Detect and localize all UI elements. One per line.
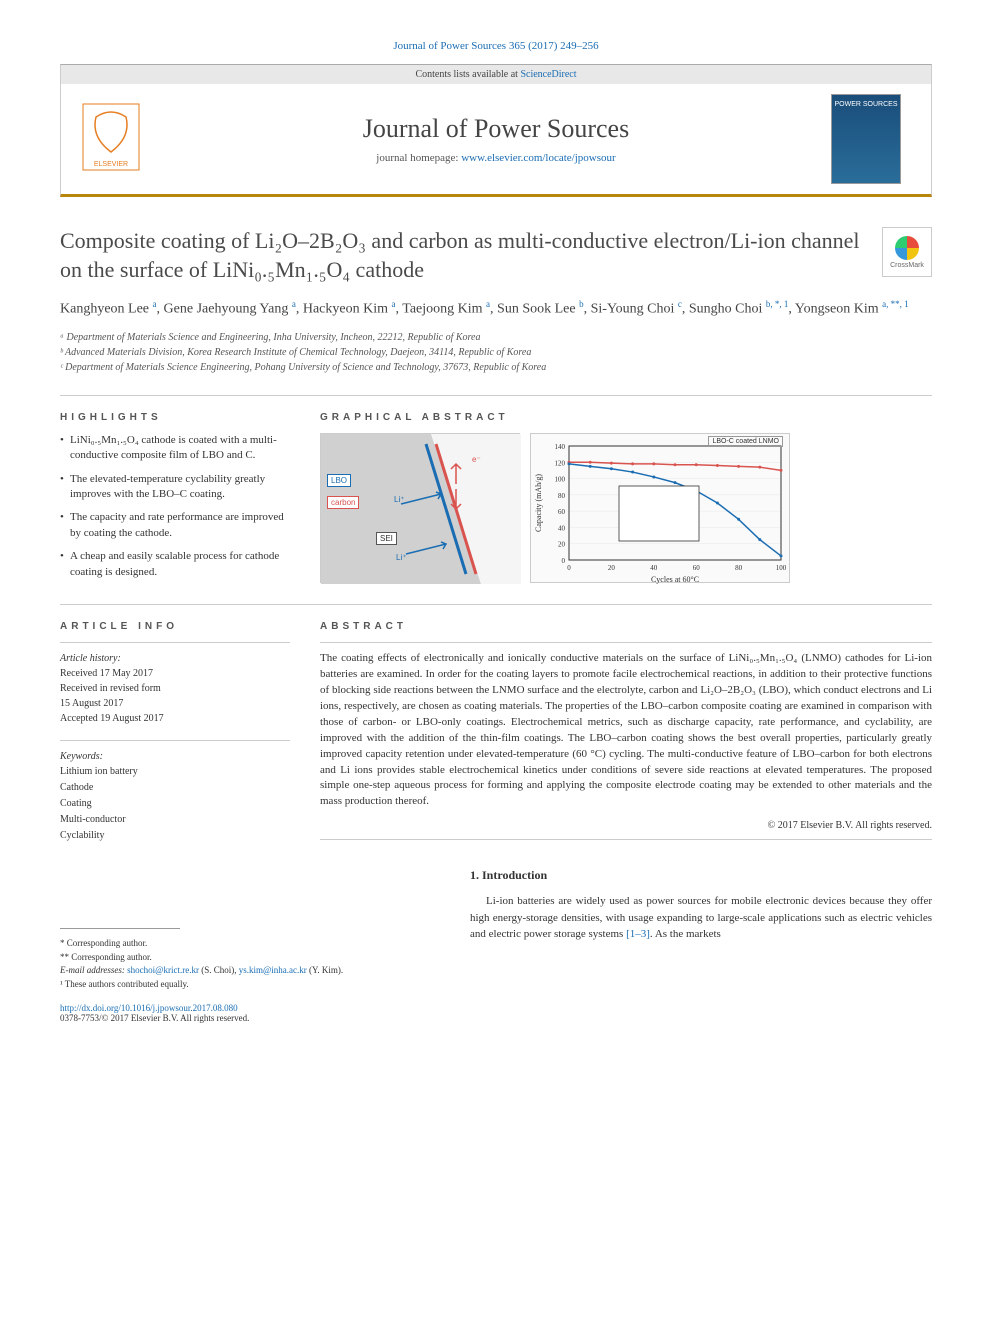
- abstract-copyright: © 2017 Elsevier B.V. All rights reserved…: [320, 820, 932, 831]
- svg-text:20: 20: [558, 541, 566, 549]
- keywords-block: Keywords: Lithium ion batteryCathodeCoat…: [60, 749, 290, 844]
- homepage-link[interactable]: www.elsevier.com/locate/jpowsour: [461, 152, 615, 164]
- ga-sei-label: SEI: [376, 532, 397, 545]
- affiliations: ᵃ Department of Materials Science and En…: [60, 330, 932, 375]
- page-citation: Journal of Power Sources 365 (2017) 249–…: [60, 40, 932, 52]
- intro-heading: 1. Introduction: [470, 868, 932, 883]
- crossmark-icon: [895, 236, 919, 260]
- contents-strip: Contents lists available at ScienceDirec…: [61, 65, 931, 84]
- citation-link[interactable]: Journal of Power Sources 365 (2017) 249–…: [393, 40, 598, 52]
- svg-text:80: 80: [735, 564, 743, 572]
- equal-contrib: ¹ These authors contributed equally.: [60, 978, 440, 992]
- elsevier-logo: ELSEVIER: [81, 102, 161, 177]
- corr-author-2: ** Corresponding author.: [60, 951, 440, 965]
- highlights-list: LiNi₀.₅Mn₁.₅O₄ cathode is coated with a …: [60, 433, 290, 580]
- highlight-item: A cheap and easily scalable process for …: [60, 549, 290, 580]
- article-title: Composite coating of Li₂O–2B₂O₃ and carb…: [60, 227, 862, 284]
- svg-text:Cycles at 60°C: Cycles at 60°C: [651, 575, 699, 584]
- introduction-section: 1. Introduction Li-ion batteries are wid…: [470, 868, 932, 943]
- svg-text:0: 0: [562, 557, 566, 565]
- svg-text:80: 80: [558, 492, 566, 500]
- highlights-heading: HIGHLIGHTS: [60, 412, 290, 423]
- ga-electron-label: e⁻: [469, 454, 484, 465]
- svg-text:ELSEVIER: ELSEVIER: [94, 161, 128, 168]
- highlight-item: The elevated-temperature cyclability gre…: [60, 472, 290, 503]
- article-history: Article history: Received 17 May 2017Rec…: [60, 651, 290, 726]
- ga-liion-label: Li⁺: [391, 494, 407, 505]
- svg-text:100: 100: [555, 475, 566, 483]
- sciencedirect-link[interactable]: ScienceDirect: [520, 69, 576, 80]
- journal-banner: Contents lists available at ScienceDirec…: [60, 64, 932, 197]
- svg-text:Capacity (mAh/g): Capacity (mAh/g): [534, 474, 543, 532]
- ga-diagram: LBO carbon SEI e⁻ Li⁺ Li⁺: [320, 433, 520, 583]
- journal-name: Journal of Power Sources: [161, 114, 831, 144]
- svg-text:140: 140: [555, 443, 566, 451]
- ga-chart: 0 20 40 60 80 100 120 140 0 20 40 60 80 100 Cycles at …: [530, 433, 790, 583]
- abstract-heading: ABSTRACT: [320, 621, 932, 632]
- crossmark-badge[interactable]: CrossMark: [882, 227, 932, 277]
- doi-block: http://dx.doi.org/10.1016/j.jpowsour.201…: [60, 1003, 440, 1023]
- ga-carbon-label: carbon: [327, 496, 359, 509]
- highlight-item: LiNi₀.₅Mn₁.₅O₄ cathode is coated with a …: [60, 433, 290, 464]
- journal-cover: POWER SOURCES: [831, 94, 911, 184]
- doi-link[interactable]: http://dx.doi.org/10.1016/j.jpowsour.201…: [60, 1003, 238, 1013]
- abstract-text: The coating effects of electronically an…: [320, 651, 932, 810]
- svg-text:40: 40: [558, 524, 566, 532]
- footnotes: * Corresponding author. ** Corresponding…: [60, 937, 440, 991]
- svg-text:0: 0: [567, 564, 571, 572]
- highlight-item: The capacity and rate performance are im…: [60, 510, 290, 541]
- email-link-1[interactable]: shochoi@krict.re.kr: [127, 965, 199, 975]
- corr-author-1: * Corresponding author.: [60, 937, 440, 951]
- graphical-abstract-heading: GRAPHICAL ABSTRACT: [320, 412, 932, 423]
- svg-text:20: 20: [608, 564, 616, 572]
- authors-list: Kanghyeon Lee a, Gene Jaehyoung Yang a, …: [60, 298, 932, 320]
- ga-liion-label-2: Li⁺: [393, 552, 409, 563]
- svg-text:120: 120: [555, 459, 566, 467]
- ref-link[interactable]: [1–3]: [626, 928, 650, 940]
- email-link-2[interactable]: ys.kim@inha.ac.kr: [239, 965, 307, 975]
- ga-lbo-label: LBO: [327, 474, 351, 487]
- svg-text:60: 60: [558, 508, 566, 516]
- email-line: E-mail addresses: shochoi@krict.re.kr (S…: [60, 964, 440, 978]
- svg-text:100: 100: [776, 564, 787, 572]
- intro-text: Li-ion batteries are widely used as powe…: [470, 893, 932, 943]
- svg-text:40: 40: [650, 564, 658, 572]
- article-info-heading: ARTICLE INFO: [60, 621, 290, 632]
- graphical-abstract: LBO carbon SEI e⁻ Li⁺ Li⁺ 0 20 40 60 80 100 12…: [320, 433, 932, 583]
- homepage-line: journal homepage: www.elsevier.com/locat…: [161, 152, 831, 164]
- ga-chart-legend: LBO-C coated LNMO: [708, 438, 783, 445]
- svg-text:60: 60: [693, 564, 701, 572]
